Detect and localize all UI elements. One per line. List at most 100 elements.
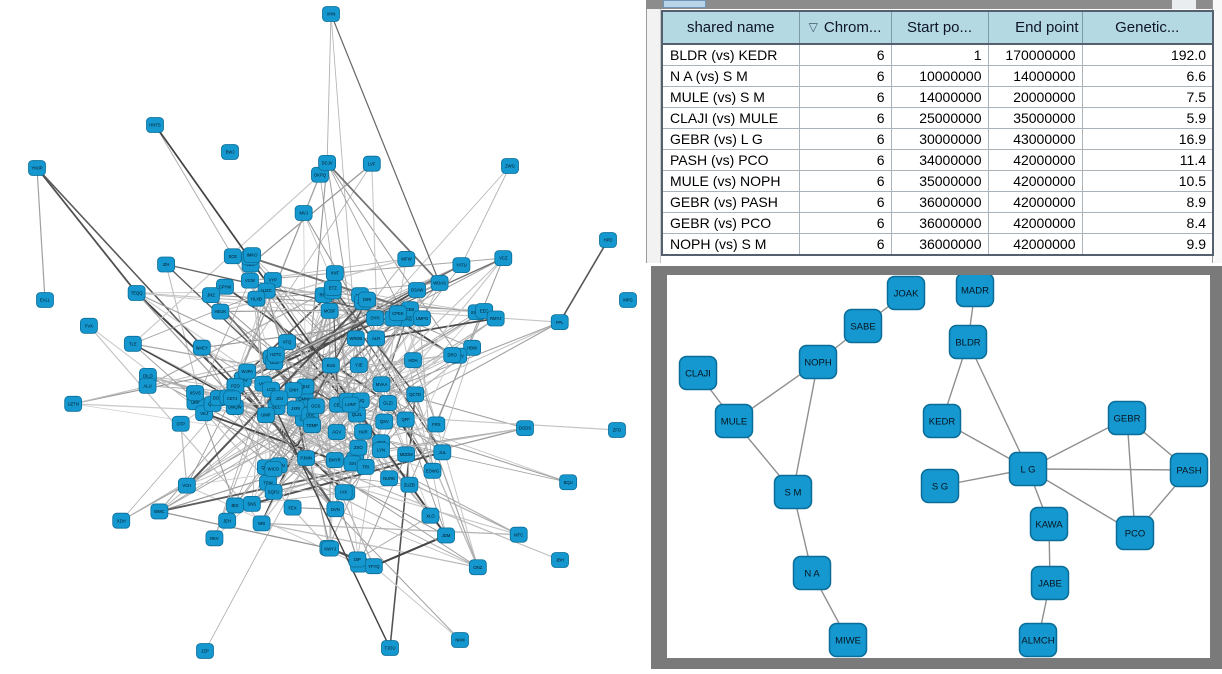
network-edge[interactable]	[155, 125, 233, 256]
node-label: NRI	[258, 521, 265, 526]
column-header-shared_name[interactable]: shared name	[662, 11, 799, 44]
cell-genetic: 6.6	[1082, 66, 1213, 87]
cell-end_point: 170000000	[988, 44, 1082, 66]
network-node[interactable]: JABE	[1032, 567, 1069, 600]
node-label: FRX	[432, 422, 441, 427]
column-header-label: shared name	[687, 19, 775, 36]
network-node[interactable]: KEDR	[924, 405, 961, 438]
network-node[interactable]: ALMCH	[1020, 624, 1057, 657]
network-node[interactable]: N A	[794, 557, 831, 590]
cell-start_point: 34000000	[891, 150, 988, 171]
network-node[interactable]: MADR	[957, 275, 994, 307]
cell-genetic: 7.5	[1082, 87, 1213, 108]
node-label: KEDR	[929, 417, 956, 428]
network-node[interactable]: MULE	[716, 405, 753, 438]
column-header-label: Start po...	[907, 19, 972, 36]
network-node[interactable]: SABE	[845, 310, 882, 343]
cell-start_point: 36000000	[891, 213, 988, 234]
column-header-genetic[interactable]: Genetic...	[1082, 11, 1213, 44]
network-edge[interactable]	[262, 523, 519, 534]
network-node[interactable]: CLAJI	[680, 357, 717, 390]
node-label: DILD	[143, 374, 153, 379]
table-panel-top-strip	[646, 0, 1222, 9]
node-label: TEQQ	[131, 291, 144, 296]
cell-start_point: 36000000	[891, 234, 988, 256]
node-label: HZTC	[270, 352, 281, 357]
network-edge[interactable]	[37, 168, 137, 293]
node-label: DRO	[448, 353, 458, 358]
node-label: IZH	[163, 262, 170, 267]
node-label: FEX	[289, 505, 297, 510]
table-scrollbar-left[interactable]	[646, 9, 661, 263]
column-header-end_point[interactable]: End point	[988, 11, 1082, 44]
network-node[interactable]: GEBR	[1109, 402, 1146, 435]
network-node[interactable]: MIWE	[830, 624, 867, 657]
node-label: JEH	[223, 518, 231, 523]
network-node[interactable]: PCO	[1117, 517, 1154, 550]
network-edge[interactable]	[159, 511, 330, 548]
network-edge[interactable]	[374, 566, 460, 640]
node-label: HNTS	[149, 123, 161, 128]
node-label: LYN	[377, 448, 385, 453]
column-header-chromosome[interactable]: ▽Chrom...	[799, 11, 891, 44]
filter-icon[interactable]: ▽	[809, 20, 818, 34]
node-label: HDH	[408, 358, 417, 363]
network-edge[interactable]	[327, 14, 331, 163]
node-label: S M	[785, 488, 802, 499]
cell-chromosome: 6	[799, 150, 891, 171]
network-edge[interactable]	[560, 240, 608, 322]
node-label: KWYJ	[324, 546, 336, 551]
node-label: MADR	[961, 286, 989, 297]
network-node[interactable]: PASH	[1171, 454, 1208, 487]
node-label: YATU	[456, 263, 467, 268]
network-node[interactable]: L G	[1010, 453, 1047, 486]
network-edge[interactable]	[968, 342, 1028, 469]
network-edge[interactable]	[279, 465, 478, 567]
node-label: PJMN	[300, 456, 311, 461]
node-label: DIP	[354, 557, 361, 562]
node-label: MDDM	[400, 452, 414, 457]
cell-chromosome: 6	[799, 87, 891, 108]
node-label: SCE	[228, 254, 237, 259]
cell-chromosome: 6	[799, 234, 891, 256]
network-node[interactable]: JOAK	[888, 277, 925, 310]
node-label: KUS	[327, 363, 336, 368]
cell-genetic: 5.9	[1082, 108, 1213, 129]
node-label: MVJ	[299, 211, 307, 216]
attribute-table-panel: shared name ▽Chrom... Start po... End point…	[661, 10, 1212, 256]
column-header-start_point[interactable]: Start po...	[891, 11, 988, 44]
node-label: VHN	[327, 12, 336, 17]
network-edge[interactable]	[1028, 469, 1189, 470]
node-label: LVF	[368, 161, 376, 166]
network-node[interactable]: S M	[775, 476, 812, 509]
cell-genetic: 10.5	[1082, 171, 1213, 192]
node-label: ALMCH	[1021, 636, 1054, 647]
network-edge[interactable]	[331, 14, 440, 283]
network-node[interactable]: S G	[922, 470, 959, 503]
node-label: MIWE	[835, 636, 861, 647]
node-label: PZO	[231, 384, 240, 389]
network-edge[interactable]	[793, 362, 818, 492]
network-node[interactable]: NOPH	[800, 346, 837, 379]
node-label: VYP	[269, 278, 278, 283]
cell-start_point: 10000000	[891, 66, 988, 87]
network-node[interactable]: BLDR	[950, 326, 987, 359]
network-edge[interactable]	[37, 168, 45, 300]
node-label: ALR	[372, 336, 380, 341]
table-header: shared name ▽Chrom... Start po... End point…	[662, 11, 1213, 44]
node-label: AGV	[332, 430, 341, 435]
network-edge[interactable]	[181, 424, 187, 486]
network-node[interactable]: KAWA	[1031, 508, 1068, 541]
